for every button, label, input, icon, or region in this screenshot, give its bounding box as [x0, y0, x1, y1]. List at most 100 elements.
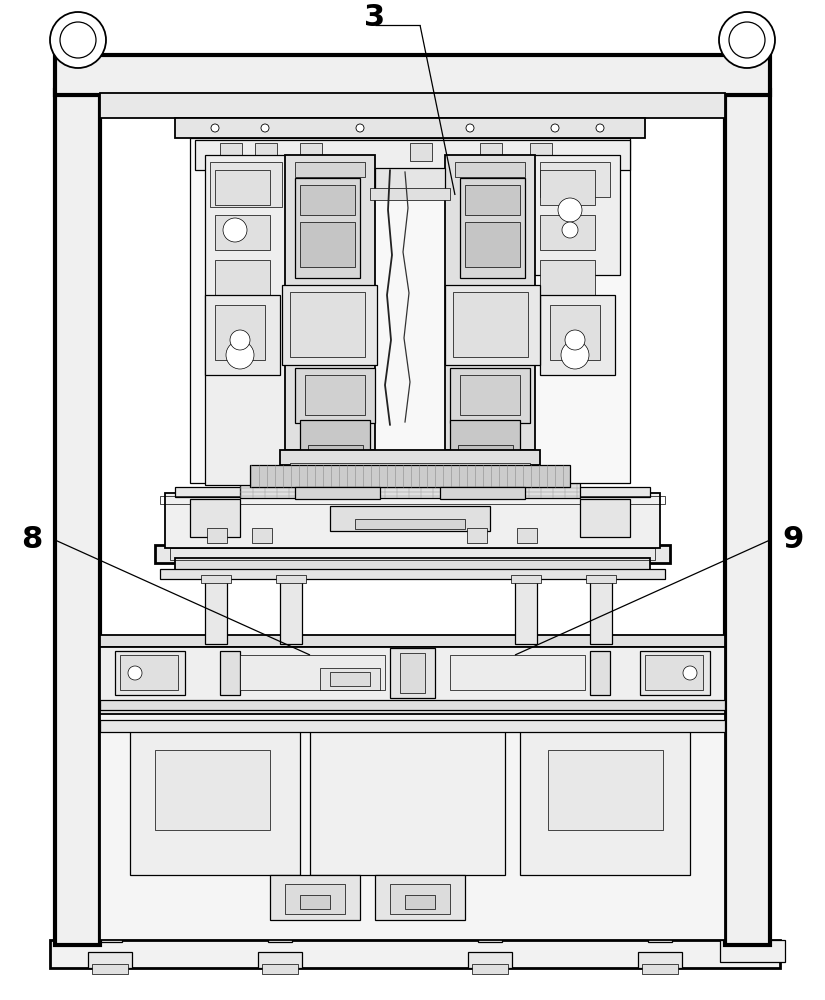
Bar [92, 964, 128, 974]
Bar [590, 579, 612, 644]
Bar [468, 952, 512, 968]
Bar [300, 143, 322, 161]
Bar [586, 575, 616, 583]
Bar [250, 465, 570, 487]
Bar [220, 143, 242, 161]
Circle shape [565, 330, 585, 350]
Bar [375, 168, 445, 190]
Bar [458, 445, 513, 463]
Bar [280, 450, 540, 465]
Bar [517, 528, 537, 543]
Bar [410, 143, 432, 161]
Bar [210, 162, 282, 207]
Circle shape [561, 341, 589, 369]
Bar [460, 375, 520, 415]
Bar [355, 519, 465, 529]
Bar [310, 730, 505, 875]
Bar [445, 285, 540, 365]
Bar [98, 910, 122, 942]
Bar [207, 528, 227, 543]
Bar [215, 215, 270, 250]
Bar [160, 569, 665, 579]
Bar [55, 90, 100, 945]
Bar [280, 579, 302, 644]
Circle shape [226, 341, 254, 369]
Bar [520, 730, 690, 875]
Bar [240, 655, 385, 690]
Bar [580, 499, 630, 537]
Bar [405, 895, 435, 909]
Bar [642, 964, 678, 974]
Bar [195, 140, 630, 170]
Bar [258, 952, 302, 968]
Bar [453, 292, 528, 357]
Bar [100, 710, 725, 940]
Bar [100, 647, 725, 702]
Bar [282, 285, 377, 365]
Bar [305, 375, 365, 415]
Bar [530, 143, 552, 161]
Bar [725, 90, 770, 945]
Bar [375, 875, 465, 920]
Bar [100, 635, 725, 647]
Bar [175, 118, 645, 138]
Bar [440, 487, 525, 499]
Circle shape [466, 124, 474, 132]
Circle shape [261, 124, 269, 132]
Bar [390, 884, 450, 914]
Text: 3: 3 [365, 3, 385, 32]
Bar [252, 528, 272, 543]
Bar [175, 487, 650, 497]
Circle shape [211, 124, 219, 132]
Circle shape [128, 666, 142, 680]
Bar [255, 143, 277, 161]
Circle shape [719, 12, 775, 68]
Bar [240, 480, 580, 498]
Bar [530, 155, 620, 275]
Bar [300, 185, 355, 215]
Bar [295, 368, 375, 423]
Bar [480, 143, 502, 161]
Bar [330, 506, 490, 531]
Circle shape [60, 22, 96, 58]
Bar [511, 575, 541, 583]
Bar [648, 910, 672, 942]
Circle shape [596, 124, 604, 132]
Bar [455, 162, 525, 177]
Bar [120, 655, 178, 690]
Bar [201, 575, 231, 583]
Bar [115, 651, 185, 695]
Bar [540, 162, 610, 197]
Bar [262, 964, 298, 974]
Bar [445, 155, 535, 450]
Bar [638, 952, 682, 968]
Circle shape [558, 198, 582, 222]
Bar [515, 579, 537, 644]
Bar [130, 730, 300, 875]
Bar [300, 420, 370, 450]
Bar [467, 528, 487, 543]
Bar [450, 420, 520, 450]
Circle shape [683, 666, 697, 680]
Bar [390, 648, 435, 698]
Bar [295, 162, 365, 177]
Bar [160, 496, 665, 504]
Bar [308, 445, 363, 463]
Bar [165, 493, 660, 548]
Bar [88, 952, 132, 968]
Bar [276, 575, 306, 583]
Bar [205, 579, 227, 644]
Bar [320, 668, 380, 690]
Bar [295, 178, 360, 278]
Bar [290, 463, 530, 473]
Bar [478, 910, 502, 942]
Circle shape [230, 330, 250, 350]
Text: 8: 8 [21, 526, 43, 554]
Bar [268, 910, 292, 942]
Circle shape [223, 218, 247, 242]
Bar [540, 260, 595, 295]
Circle shape [50, 12, 106, 68]
Bar [330, 672, 370, 686]
Bar [170, 548, 655, 560]
Bar [300, 895, 330, 909]
